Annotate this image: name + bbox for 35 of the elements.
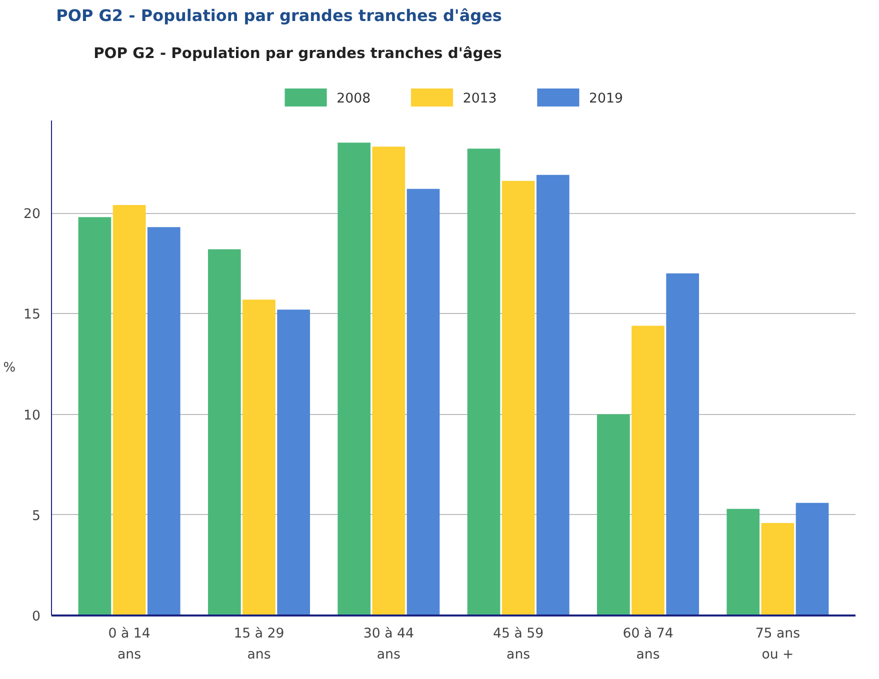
bar: [112, 205, 146, 616]
bar: [726, 508, 760, 616]
bar: [372, 146, 406, 616]
y-tick-label: 15: [24, 308, 41, 323]
y-tick-label: 10: [24, 408, 41, 424]
y-tick-label: 0: [32, 610, 41, 624]
bar: [406, 188, 440, 616]
x-tick-label: 15 à 29 ans: [234, 626, 284, 662]
legend-label: 2013: [462, 92, 497, 106]
legend-label: 2008: [336, 92, 371, 106]
bar: [502, 180, 535, 616]
x-tick-label: 0 à 14 ans: [108, 626, 150, 662]
bar: [796, 502, 829, 616]
bar: [536, 174, 570, 616]
bar: [666, 273, 700, 616]
bar: [632, 326, 664, 616]
bar: [338, 142, 371, 616]
bar: [208, 249, 241, 616]
bar: [467, 148, 500, 616]
y-tick-label: 20: [24, 207, 41, 222]
x-tick-label: 30 à 44 ans: [363, 626, 414, 662]
bar: [78, 217, 112, 616]
text: POP G2 - Population par grandes tranches d'âges: [56, 6, 502, 25]
y-axis-title: %: [3, 360, 16, 376]
chart-title: POP G2 - Population par grandes tranches d'âges: [94, 45, 502, 62]
y-tick-label: 5: [32, 508, 41, 524]
bar: [597, 414, 630, 616]
x-tick-label: 45 à 59 ans: [493, 626, 544, 662]
bar: [761, 522, 794, 616]
legend-label: 2019: [589, 92, 623, 106]
bar: [242, 300, 276, 616]
bar: [277, 310, 310, 616]
bar: [147, 227, 180, 616]
x-tick-label: 75 ans ou +: [755, 626, 800, 662]
x-tick-label: 60 à 74 ans: [622, 626, 674, 662]
